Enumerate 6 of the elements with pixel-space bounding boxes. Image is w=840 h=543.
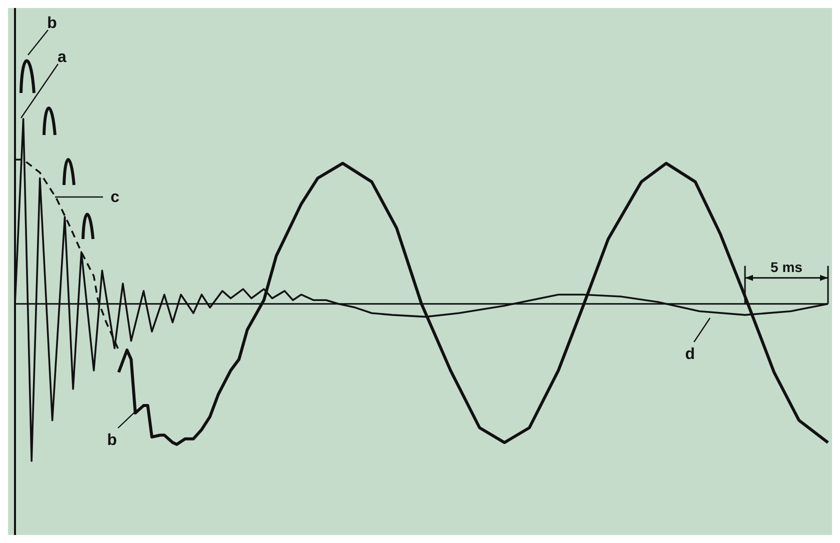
text: b [47, 15, 58, 32]
annotation: b [107, 432, 118, 450]
text: a [58, 49, 67, 66]
annotation: 5 ms [770, 258, 803, 275]
annotation: c [110, 189, 120, 206]
annotation: d [685, 346, 695, 364]
